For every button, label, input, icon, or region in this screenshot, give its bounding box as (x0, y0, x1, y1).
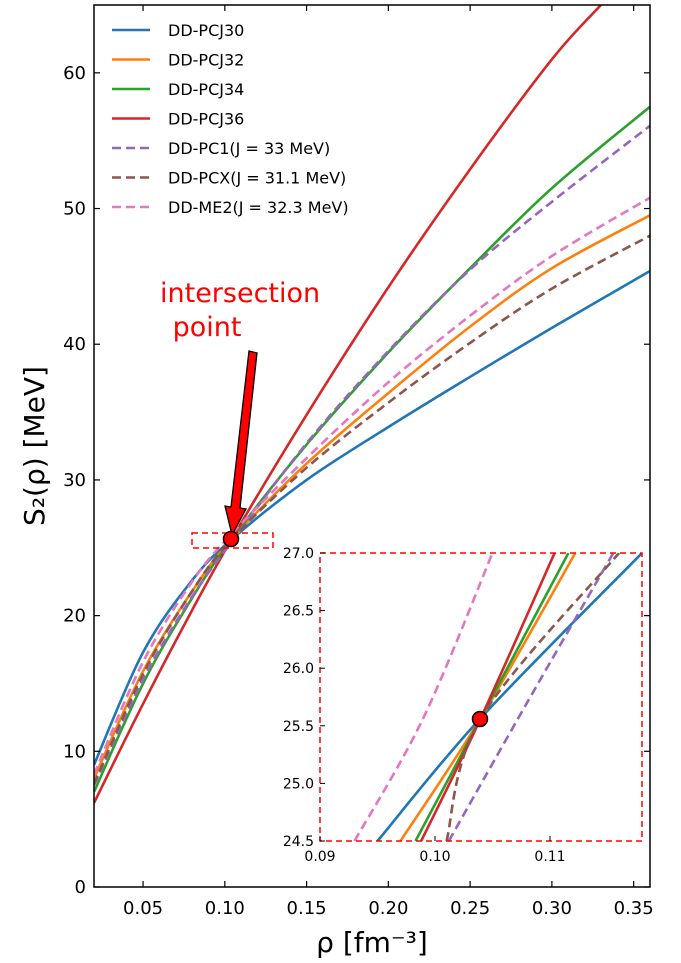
inset-y-tick-label: 25.0 (283, 776, 314, 792)
legend-label-dd-me2-j-32-3-mev: DD-ME2(J = 32.3 MeV) (168, 198, 349, 217)
y-tick-label: 60 (63, 63, 86, 84)
inset-x-tick-label: 0.09 (304, 849, 335, 865)
y-tick-label: 20 (63, 606, 86, 627)
series-line-dd-pcj32 (94, 214, 650, 779)
series-line-dd-pcj36 (94, 5, 602, 804)
x-tick-label: 0.10 (205, 898, 245, 919)
inset-y-tick-label: 26.5 (283, 604, 314, 620)
inset-y-tick-label: 25.5 (283, 719, 314, 735)
legend-label-dd-pcj32: DD-PCJ32 (168, 51, 244, 70)
series-line-dd-pcx-j-31-1-mev (94, 234, 650, 785)
y-axis-label: S₂(ρ) [MeV] (18, 366, 51, 526)
inset-series-line-dd-pcx-j-31-1-mev (445, 553, 620, 841)
x-tick-label: 0.05 (123, 898, 163, 919)
inset-intersection-marker (471, 710, 489, 728)
inset-frame (319, 552, 643, 842)
plot-frame (93, 4, 651, 888)
intersection-marker (222, 530, 240, 548)
x-tick-label: 0.25 (450, 898, 490, 919)
series-line-dd-pc1-j-33-mev (94, 124, 650, 786)
x-axis-label: ρ [fm⁻³] (316, 926, 428, 959)
y-tick-label: 0 (75, 877, 86, 898)
legend-label-dd-pcj36: DD-PCJ36 (168, 110, 244, 129)
annotation-line-2: point (164, 312, 241, 343)
inset-y-tick-label: 27.0 (283, 546, 314, 562)
inset-x-tick-label: 0.10 (419, 849, 450, 865)
legend-label-dd-pcj30: DD-PCJ30 (168, 21, 244, 40)
x-tick-label: 0.30 (532, 898, 572, 919)
legend-label-dd-pcx-j-31-1-mev: DD-PCX(J = 31.1 MeV) (168, 169, 346, 188)
annotation-line-1: intersection (160, 278, 320, 309)
inset-x-tick-label: 0.11 (534, 849, 565, 865)
inset-y-tick-label: 24.5 (283, 834, 314, 850)
inset-background (320, 553, 642, 841)
inset-y-tick-label: 26.0 (283, 661, 314, 677)
annotation-arrow (224, 350, 258, 537)
series-line-dd-me2-j-32-3-mev (94, 196, 650, 775)
y-tick-label: 30 (63, 470, 86, 491)
y-tick-label: 40 (63, 334, 86, 355)
inset-series-line-dd-pc1-j-33-mev (447, 553, 615, 841)
series-line-dd-pcj30 (94, 269, 650, 766)
y-tick-label: 50 (63, 199, 86, 220)
x-tick-label: 0.15 (287, 898, 327, 919)
x-tick-label: 0.20 (368, 898, 408, 919)
legend: DD-PCJ30 DD-PCJ32 DD-PCJ34 DD-PCJ36 DD-PC1(J… (112, 21, 349, 217)
legend-label-dd-pc1-j-33-mev: DD-PC1(J = 33 MeV) (168, 139, 330, 158)
x-tick-label: 0.35 (614, 898, 654, 919)
legend-label-dd-pcj34: DD-PCJ34 (168, 80, 244, 99)
inset-series-line-dd-me2-j-32-3-mev (353, 553, 494, 841)
y-tick-label: 10 (63, 741, 86, 762)
